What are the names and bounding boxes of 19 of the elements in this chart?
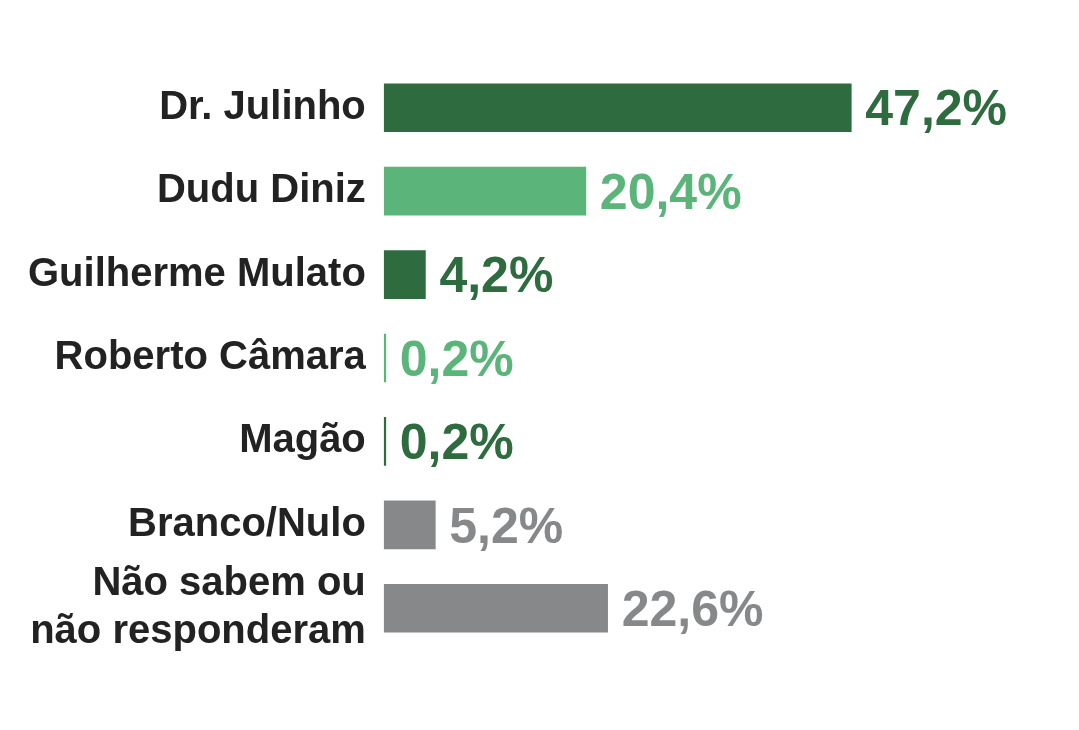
data-label: 0,2% bbox=[399, 414, 514, 471]
data-label: 0,2% bbox=[399, 330, 514, 387]
y-tick-label: Não sabem ou não responderam bbox=[30, 559, 366, 652]
bar bbox=[383, 83, 852, 133]
y-tick-label: Dudu Diniz bbox=[156, 166, 366, 211]
y-tick-label: Roberto Câmara bbox=[54, 333, 367, 378]
y-tick-label: Branco/Nulo bbox=[128, 499, 366, 544]
y-tick-label: Dr. Julinho bbox=[159, 82, 366, 127]
data-label: 22,6% bbox=[621, 581, 764, 638]
data-label: 5,2% bbox=[449, 497, 564, 554]
bar bbox=[383, 166, 587, 216]
data-label: 4,2% bbox=[439, 247, 554, 304]
data-label: 47,2% bbox=[865, 80, 1008, 137]
bar bbox=[383, 500, 436, 550]
data-label: 20,4% bbox=[599, 163, 742, 220]
y-tick-label: Guilherme Mulato bbox=[28, 249, 366, 294]
bar bbox=[383, 583, 608, 633]
bar bbox=[383, 250, 426, 299]
y-tick-label: Magão bbox=[239, 416, 366, 461]
